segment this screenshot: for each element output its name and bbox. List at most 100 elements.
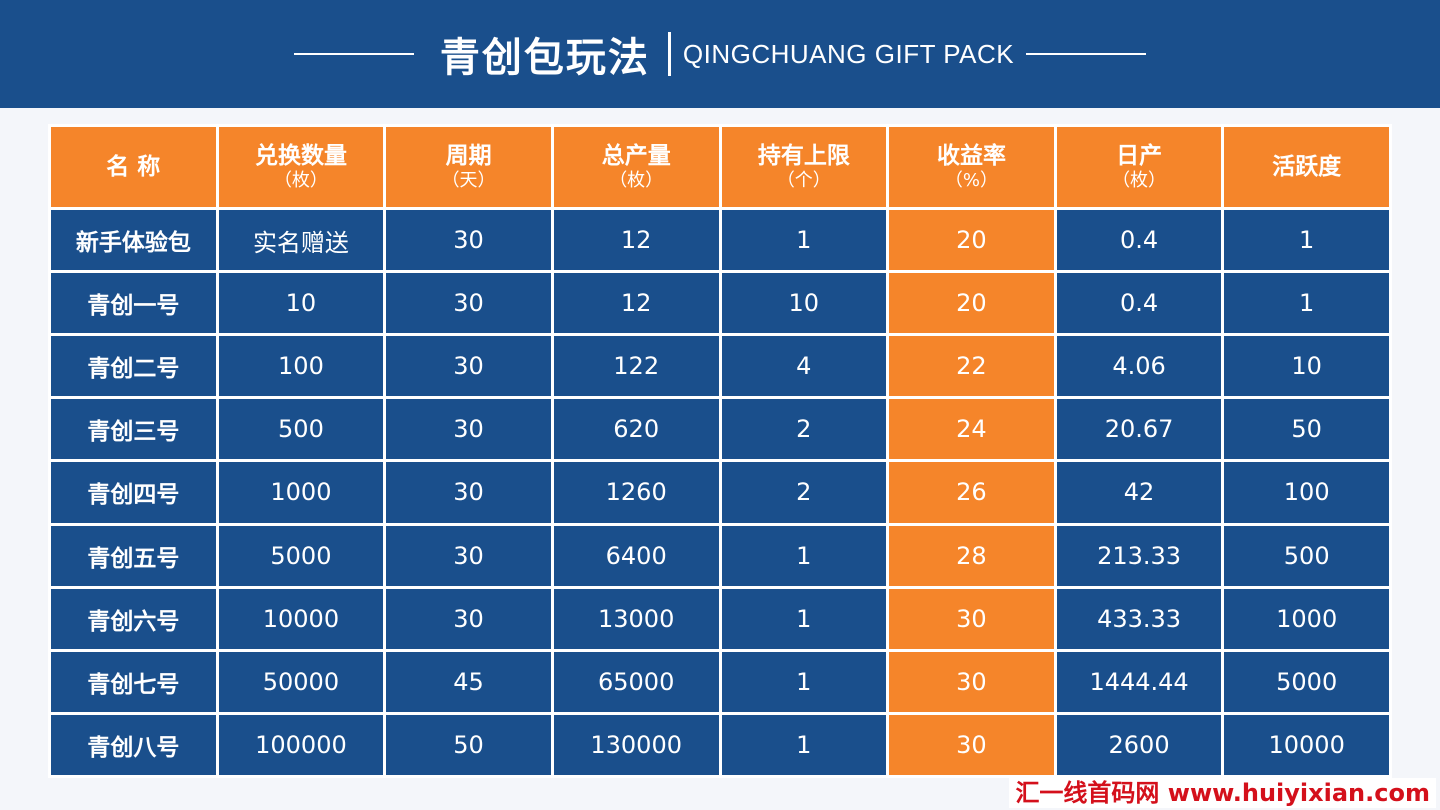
column-header-unit: （枚） xyxy=(273,170,328,191)
table-cell: 433.33 xyxy=(1056,588,1222,649)
column-header-label: 兑换数量 xyxy=(254,143,347,169)
table-cell: 24 xyxy=(889,399,1054,460)
table-row: 青创五号 5000 30 6400 1 28 213.33 500 xyxy=(51,525,1389,586)
column-header: 兑换数量 （枚） xyxy=(218,127,384,207)
column-header: 日产 （枚） xyxy=(1056,127,1222,207)
table-cell: 1 xyxy=(721,525,887,586)
table-cell: 4 xyxy=(721,336,887,397)
column-header-label: 总产量 xyxy=(601,143,671,169)
page-subtitle: QINGCHUANG GIFT PACK xyxy=(682,38,1015,69)
table-cell: 10000 xyxy=(1224,714,1389,775)
table-cell: 1 xyxy=(721,210,887,271)
gift-pack-table: 名 称兑换数量 （枚） 周期 （天） 总产量 （枚） 持有上限 （个） 收益率 （%） 日产 （枚）活… xyxy=(48,124,1392,778)
column-header-label: 持有上限 xyxy=(757,143,850,169)
table-cell: 20.67 xyxy=(1056,399,1222,460)
table-cell: 500 xyxy=(218,399,384,460)
table-cell: 2600 xyxy=(1056,714,1222,775)
row-name-cell: 青创一号 xyxy=(51,273,216,334)
column-header-label: 收益率 xyxy=(936,143,1006,169)
table-cell: 213.33 xyxy=(1056,525,1222,586)
table-cell: 10 xyxy=(1224,336,1389,397)
table-cell: 500 xyxy=(1224,525,1389,586)
table-cell: 30 xyxy=(386,588,551,649)
row-name-cell: 青创三号 xyxy=(51,399,216,460)
table-cell: 10 xyxy=(218,273,384,334)
table-cell: 1260 xyxy=(553,462,719,523)
table-cell: 5000 xyxy=(218,525,384,586)
table-cell: 实名赠送 xyxy=(218,210,384,271)
table-row: 青创四号 1000 30 1260 2 26 42 100 xyxy=(51,462,1389,523)
column-header-label: 日产 xyxy=(1116,143,1163,169)
header-left-line xyxy=(293,53,414,55)
table-cell: 2 xyxy=(721,399,887,460)
table-cell: 1000 xyxy=(218,462,384,523)
column-header-unit: （天） xyxy=(441,170,496,191)
table-cell: 12 xyxy=(553,273,719,334)
table-cell: 0.4 xyxy=(1056,273,1222,334)
table-cell: 12 xyxy=(553,210,719,271)
table-row: 青创七号 50000 45 65000 1 30 1444.44 5000 xyxy=(51,651,1389,712)
table-cell: 65000 xyxy=(553,651,719,712)
table-cell: 1444.44 xyxy=(1056,651,1222,712)
column-header: 持有上限 （个） xyxy=(721,127,887,207)
table-cell: 1 xyxy=(721,588,887,649)
row-name-cell: 青创七号 xyxy=(51,651,216,712)
table-row: 新手体验包 实名赠送 30 12 1 20 0.4 1 xyxy=(51,210,1389,271)
column-header-label: 名 称 xyxy=(106,154,161,180)
header-right-line xyxy=(1026,53,1147,55)
table-cell: 130000 xyxy=(553,714,719,775)
table-row: 青创八号 100000 50 130000 1 30 2600 10000 xyxy=(51,714,1389,775)
table-cell: 100000 xyxy=(218,714,384,775)
table-cell: 13000 xyxy=(553,588,719,649)
table-cell: 30 xyxy=(889,714,1054,775)
page-title: 青创包玩法 xyxy=(439,35,650,81)
column-header-unit: （枚） xyxy=(1112,170,1167,191)
table-cell: 50000 xyxy=(218,651,384,712)
table-cell: 50 xyxy=(386,714,551,775)
table-cell: 30 xyxy=(386,336,551,397)
column-header: 活跃度 xyxy=(1224,127,1389,207)
row-name-cell: 青创二号 xyxy=(51,336,216,397)
table-cell: 1000 xyxy=(1224,588,1389,649)
table-cell: 30 xyxy=(889,651,1054,712)
table-cell: 0.4 xyxy=(1056,210,1222,271)
table-row: 青创六号 10000 30 13000 1 30 433.33 1000 xyxy=(51,588,1389,649)
page-header: 青创包玩法 QINGCHUANG GIFT PACK xyxy=(0,0,1440,108)
watermark: 汇一线首码网 www.huiyixian.com xyxy=(1009,778,1436,808)
column-header-unit: （%） xyxy=(944,170,998,191)
column-header: 总产量 （枚） xyxy=(553,127,719,207)
table-cell: 122 xyxy=(553,336,719,397)
table-cell: 20 xyxy=(889,210,1054,271)
table-cell: 30 xyxy=(386,399,551,460)
table-cell: 1 xyxy=(721,651,887,712)
table-body: 新手体验包 实名赠送 30 12 1 20 0.4 1 青创一号 10 30 12 10 20 0.4 1 青创… xyxy=(51,210,1389,775)
table-row: 青创一号 10 30 12 10 20 0.4 1 xyxy=(51,273,1389,334)
table-cell: 620 xyxy=(553,399,719,460)
table-cell: 28 xyxy=(889,525,1054,586)
row-name-cell: 新手体验包 xyxy=(51,210,216,271)
table-cell: 1 xyxy=(1224,210,1389,271)
table-cell: 30 xyxy=(386,273,551,334)
table-cell: 100 xyxy=(218,336,384,397)
table-cell: 10 xyxy=(721,273,887,334)
table-cell: 30 xyxy=(889,588,1054,649)
table-cell: 22 xyxy=(889,336,1054,397)
table-cell: 5000 xyxy=(1224,651,1389,712)
header-divider xyxy=(667,32,671,76)
table-cell: 20 xyxy=(889,273,1054,334)
table-row: 青创三号 500 30 620 2 24 20.67 50 xyxy=(51,399,1389,460)
row-name-cell: 青创四号 xyxy=(51,462,216,523)
table-header-row: 名 称兑换数量 （枚） 周期 （天） 总产量 （枚） 持有上限 （个） 收益率 （%） 日产 （枚）活… xyxy=(51,127,1389,207)
row-name-cell: 青创五号 xyxy=(51,525,216,586)
column-header-unit: （枚） xyxy=(609,170,664,191)
table-cell: 1 xyxy=(721,714,887,775)
table-cell: 30 xyxy=(386,525,551,586)
table-cell: 26 xyxy=(889,462,1054,523)
table-cell: 100 xyxy=(1224,462,1389,523)
column-header-unit: （个） xyxy=(776,170,831,191)
table-cell: 45 xyxy=(386,651,551,712)
table-cell: 1 xyxy=(1224,273,1389,334)
table-cell: 50 xyxy=(1224,399,1389,460)
table-cell: 2 xyxy=(721,462,887,523)
row-name-cell: 青创八号 xyxy=(51,714,216,775)
